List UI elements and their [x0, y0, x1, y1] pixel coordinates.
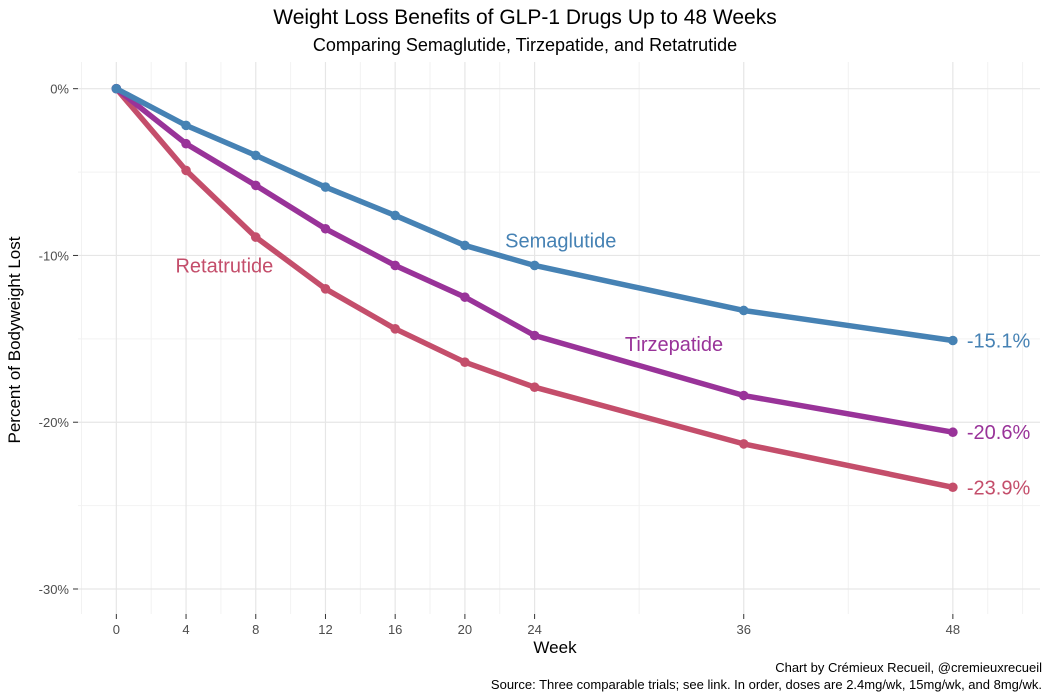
caption-credit: Chart by Crémieux Recueil, @cremieuxrecu…	[775, 660, 1042, 675]
x-tick-label: 12	[318, 622, 332, 637]
semaglutide-end-label: -15.1%	[967, 331, 1031, 353]
tirzepatide-point	[948, 427, 958, 438]
series-lines	[111, 83, 958, 493]
y-tick-label: -30%	[39, 582, 70, 597]
tirzepatide-point	[738, 390, 749, 401]
y-tick-label: -10%	[39, 248, 70, 263]
y-tick-label: 0%	[50, 82, 69, 97]
tirzepatide-point	[320, 223, 331, 234]
axis-ticks: 0 4 8 12 16 20 24 36 480%-10%-20%-30%	[39, 82, 960, 637]
retatrutide-name-label: Retatrutide	[175, 255, 273, 277]
retatrutide-point	[250, 232, 261, 242]
x-tick-label: 48	[946, 622, 960, 637]
tirzepatide-point	[390, 260, 400, 271]
semaglutide-point	[460, 240, 470, 251]
semaglutide-point	[111, 83, 122, 94]
x-tick-label: 0	[113, 622, 120, 637]
tirzepatide-point	[181, 138, 191, 149]
semaglutide-name-label: Semaglutide	[505, 230, 616, 252]
retatrutide-point	[181, 165, 191, 176]
x-axis-label: Week	[533, 638, 577, 657]
semaglutide-point	[320, 182, 331, 192]
caption-source: Source: Three comparable trials; see lin…	[490, 677, 1042, 692]
grid-lines	[78, 62, 1040, 614]
semaglutide-point	[181, 120, 191, 131]
semaglutide-point	[738, 305, 749, 316]
tirzepatide-name-label: Tirzepatide	[625, 334, 723, 356]
retatrutide-point	[948, 482, 958, 493]
retatrutide-point	[320, 284, 331, 294]
x-tick-label: 20	[458, 622, 472, 637]
retatrutide-point	[738, 439, 749, 449]
retatrutide-point	[390, 324, 400, 334]
x-tick-label: 36	[736, 622, 750, 637]
x-tick-label: 16	[388, 622, 402, 637]
x-tick-label: 8	[252, 622, 259, 637]
retatrutide-point	[529, 382, 540, 392]
semaglutide-point	[529, 260, 540, 271]
tirzepatide-point	[460, 292, 470, 302]
semaglutide-point	[948, 335, 958, 346]
semaglutide-point	[390, 210, 400, 221]
series-labels: Semaglutide -15.1% Tirzepatide -20.6% Retatr…	[175, 230, 1030, 499]
retatrutide-end-label: -23.9%	[967, 477, 1031, 499]
semaglutide-point	[250, 150, 261, 161]
retatrutide-point	[460, 357, 470, 367]
tirzepatide-point	[529, 330, 540, 341]
y-axis-label: Percent of Bodyweight Lost	[5, 236, 24, 443]
tirzepatide-end-label: -20.6%	[967, 422, 1031, 444]
tirzepatide-point	[250, 180, 261, 191]
chart-title: Weight Loss Benefits of GLP-1 Drugs Up t…	[273, 6, 777, 29]
chart-subtitle: Comparing Semaglutide, Tirzepatide, and …	[312, 35, 738, 55]
x-tick-label: 24	[527, 622, 541, 637]
y-tick-label: -20%	[39, 415, 70, 430]
x-tick-label: 4	[182, 622, 189, 637]
